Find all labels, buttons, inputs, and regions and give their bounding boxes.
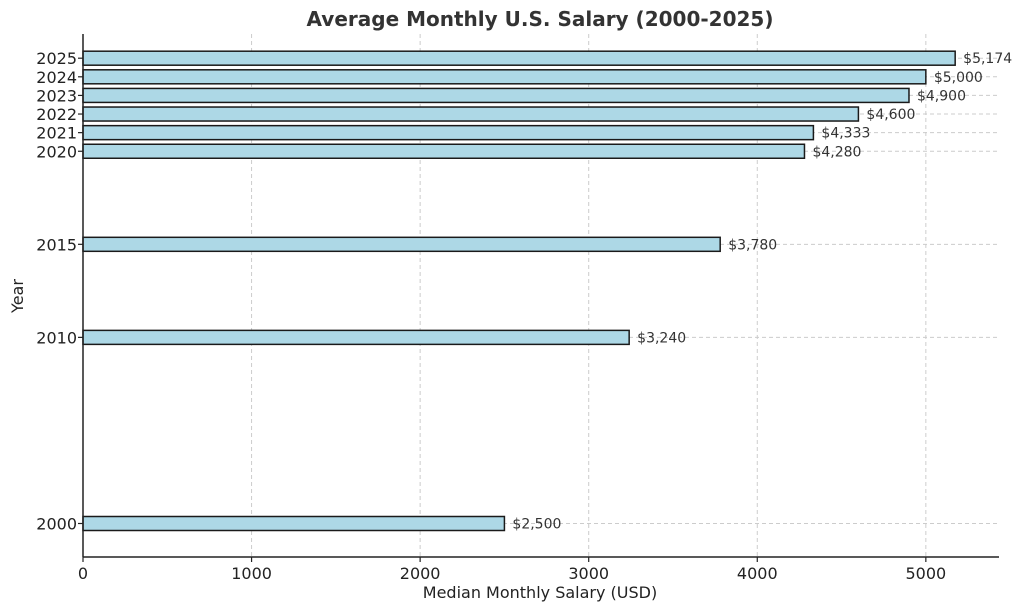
x-tick-label: 5000 [905,564,946,583]
y-tick-label: 2020 [36,142,77,161]
y-axis-label: Year [8,279,27,314]
axes: 0 1000 2000 3000 4000 50002000201020152020202… [36,34,999,583]
chart-title: Average Monthly U.S. Salary (2000-2025) [307,7,774,31]
x-tick-label: 0 [78,564,88,583]
y-tick-label: 2023 [36,86,77,105]
y-tick-label: 2010 [36,328,77,347]
bar-2020 [82,143,806,160]
data-label-2024: $5,000 [934,70,983,86]
data-label-2000: $2,500 [512,516,561,532]
data-label-2023: $4,900 [917,88,966,104]
x-tick-label: 2000 [400,564,441,583]
bar-2024 [82,69,927,85]
x-tick-label: 1000 [231,564,272,583]
bar-2015 [82,236,721,253]
x-axis-label: Median Monthly Salary (USD) [423,583,657,602]
bar-2022 [82,106,860,122]
y-tick-label: 2000 [36,514,77,533]
data-label-2021: $4,333 [821,126,870,142]
data-label-2010: $3,240 [637,330,686,346]
data-label-2025: $5,174 [963,51,1012,67]
bar-2025 [82,50,956,66]
y-tick-label: 2022 [36,105,77,124]
x-tick-label: 3000 [568,564,609,583]
y-tick-label: 2021 [36,124,77,143]
y-tick-label: 2015 [36,235,77,254]
y-tick-label: 2025 [36,49,77,68]
bar-2010 [82,329,630,346]
data-labels: $2,500 $3,240 $3,780 $4,280 $4,333 $4,600$4,9… [512,51,1012,532]
bar-2023 [82,87,910,104]
x-tick-label: 4000 [737,564,778,583]
data-label-2015: $3,780 [728,237,777,253]
bar-2021 [82,124,815,141]
y-tick-label: 2024 [36,68,77,87]
bars [82,50,956,532]
data-label-2020: $4,280 [812,144,861,160]
data-label-2022: $4,600 [866,107,915,123]
bar-2000 [82,515,506,532]
